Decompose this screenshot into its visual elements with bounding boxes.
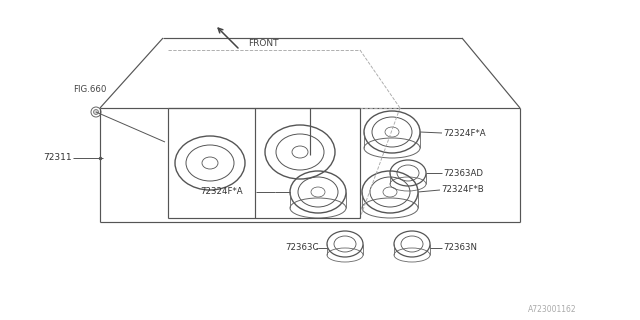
Circle shape [93, 109, 99, 115]
Text: 72363AD: 72363AD [443, 169, 483, 178]
Text: 72311: 72311 [43, 154, 72, 163]
Text: 72324F*B: 72324F*B [441, 186, 484, 195]
Text: FRONT: FRONT [248, 38, 278, 47]
Text: 72324F*A: 72324F*A [200, 188, 243, 196]
Text: A723001162: A723001162 [528, 306, 577, 315]
Text: 72324F*A: 72324F*A [443, 129, 486, 138]
Text: 72363C: 72363C [285, 244, 319, 252]
Text: 72363N: 72363N [443, 244, 477, 252]
Text: FIG.660: FIG.660 [73, 85, 106, 94]
